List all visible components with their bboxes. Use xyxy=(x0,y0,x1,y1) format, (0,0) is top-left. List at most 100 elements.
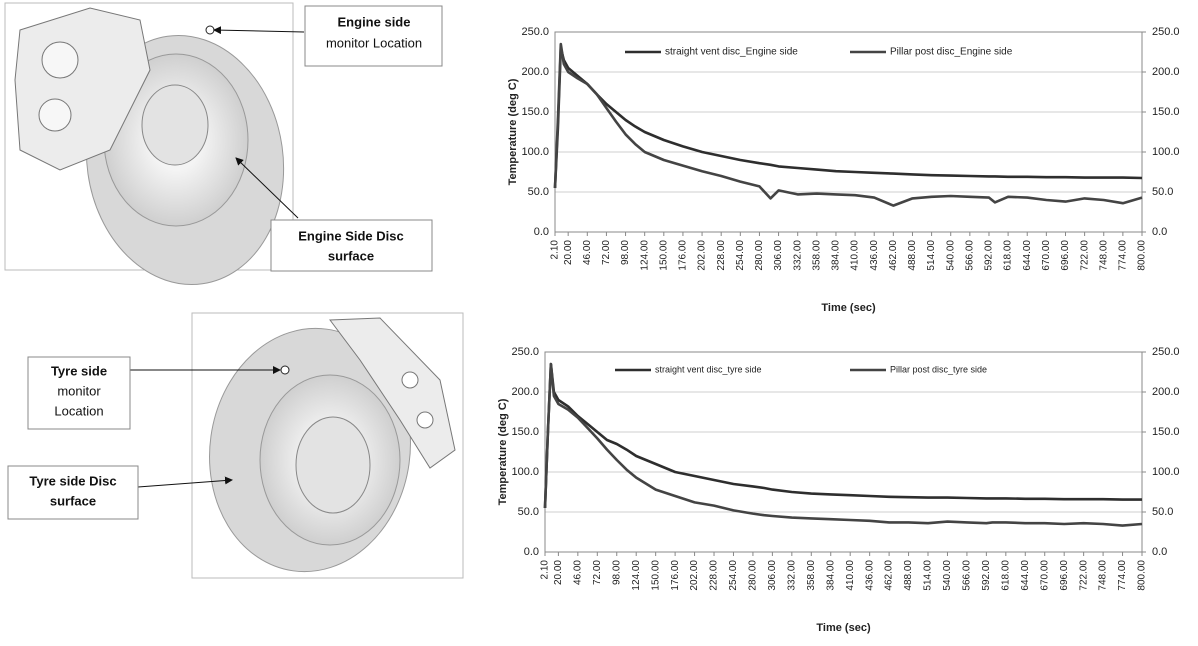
x-tick-label: 98.00 xyxy=(620,240,631,265)
x-tick-label: 748.00 xyxy=(1098,240,1109,271)
y2-tick-label: 50.0 xyxy=(1152,186,1173,198)
x-tick-label: 150.00 xyxy=(658,240,669,271)
x-tick-label: 670.00 xyxy=(1039,560,1050,591)
x-tick-label: 332.00 xyxy=(786,560,797,591)
x-tick-label: 774.00 xyxy=(1118,240,1129,271)
x-tick-label: 306.00 xyxy=(767,560,778,591)
x-tick-label: 306.00 xyxy=(773,240,784,271)
x-tick-label: 2.10 xyxy=(540,560,551,580)
y-tick-label: 50.0 xyxy=(528,186,549,198)
x-tick-label: 176.00 xyxy=(678,240,689,271)
y-tick-label: 200.0 xyxy=(511,386,539,398)
y-tick-label: 250.0 xyxy=(521,26,549,38)
x-tick-label: 566.00 xyxy=(964,240,975,271)
x-tick-label: 124.00 xyxy=(639,240,650,271)
x-tick-label: 150.00 xyxy=(650,560,661,591)
y-tick-label: 0.0 xyxy=(524,546,539,558)
x-tick-label: 748.00 xyxy=(1098,560,1109,591)
y-tick-label: 250.0 xyxy=(511,346,539,358)
plot-frame xyxy=(545,352,1142,552)
x-tick-label: 462.00 xyxy=(888,240,899,271)
x-tick-label: 228.00 xyxy=(709,560,720,591)
tyre-side-illustration xyxy=(8,313,463,585)
x-tick-label: 202.00 xyxy=(697,240,708,271)
x-tick-label: 618.00 xyxy=(1000,560,1011,591)
x-tick-label: 202.00 xyxy=(689,560,700,591)
callout-title: Engine Side Disc xyxy=(298,228,403,243)
y2-tick-label: 200.0 xyxy=(1152,386,1180,398)
x-tick-label: 436.00 xyxy=(864,560,875,591)
x-tick-label: 384.00 xyxy=(825,560,836,591)
x-tick-label: 254.00 xyxy=(735,240,746,271)
callout-text: Location xyxy=(54,403,103,418)
x-tick-label: 20.00 xyxy=(553,560,564,585)
callout-title: surface xyxy=(50,493,96,508)
y2-tick-label: 100.0 xyxy=(1152,466,1180,478)
x-tick-label: 72.00 xyxy=(601,240,612,265)
y-axis-title: Temperature (deg C) xyxy=(497,398,509,505)
y-tick-label: 150.0 xyxy=(521,106,549,118)
callout-title: surface xyxy=(328,248,374,263)
y2-tick-label: 100.0 xyxy=(1152,146,1180,158)
y-axis-title: Temperature (deg C) xyxy=(507,78,519,185)
x-tick-label: 176.00 xyxy=(670,560,681,591)
y-tick-label: 150.0 xyxy=(511,426,539,438)
y2-tick-label: 50.0 xyxy=(1152,506,1173,518)
x-tick-label: 488.00 xyxy=(903,560,914,591)
x-tick-label: 618.00 xyxy=(1003,240,1014,271)
x-tick-label: 2.10 xyxy=(550,240,561,260)
series-line xyxy=(555,44,1142,206)
y-tick-label: 0.0 xyxy=(534,226,549,238)
x-tick-label: 514.00 xyxy=(926,240,937,271)
legend-label: straight vent disc_Engine side xyxy=(665,47,798,58)
x-tick-label: 332.00 xyxy=(792,240,803,271)
x-axis-title: Time (sec) xyxy=(816,622,871,634)
y-tick-label: 100.0 xyxy=(511,466,539,478)
y-tick-label: 200.0 xyxy=(521,66,549,78)
x-tick-label: 46.00 xyxy=(572,560,583,585)
x-tick-label: 644.00 xyxy=(1020,560,1031,591)
x-tick-label: 592.00 xyxy=(984,240,995,271)
x-tick-label: 46.00 xyxy=(582,240,593,265)
x-tick-label: 462.00 xyxy=(884,560,895,591)
x-tick-label: 280.00 xyxy=(754,240,765,271)
x-tick-label: 696.00 xyxy=(1060,240,1071,271)
legend-label: Pillar post disc_Engine side xyxy=(890,47,1013,58)
callout-title: Tyre side Disc xyxy=(29,473,116,488)
series-line xyxy=(555,48,1142,188)
x-tick-label: 644.00 xyxy=(1022,240,1033,271)
x-tick-label: 436.00 xyxy=(869,240,880,271)
callout-text: monitor Location xyxy=(326,35,422,50)
x-tick-label: 722.00 xyxy=(1079,240,1090,271)
x-tick-label: 410.00 xyxy=(850,240,861,271)
x-tick-label: 540.00 xyxy=(942,560,953,591)
x-tick-label: 800.00 xyxy=(1137,240,1148,271)
x-tick-label: 566.00 xyxy=(962,560,973,591)
y2-tick-label: 200.0 xyxy=(1152,66,1180,78)
x-tick-label: 280.00 xyxy=(748,560,759,591)
x-tick-label: 228.00 xyxy=(716,240,727,271)
callout-text: monitor xyxy=(57,383,101,398)
y2-tick-label: 250.0 xyxy=(1152,346,1180,358)
y2-tick-label: 150.0 xyxy=(1152,106,1180,118)
y2-tick-label: 150.0 xyxy=(1152,426,1180,438)
x-tick-label: 358.00 xyxy=(811,240,822,271)
x-tick-label: 488.00 xyxy=(907,240,918,271)
x-tick-label: 670.00 xyxy=(1041,240,1052,271)
x-tick-label: 72.00 xyxy=(592,560,603,585)
x-tick-label: 540.00 xyxy=(945,240,956,271)
x-axis-title: Time (sec) xyxy=(821,302,876,314)
callout-title: Engine side xyxy=(338,14,411,29)
y-tick-label: 100.0 xyxy=(521,146,549,158)
x-tick-label: 800.00 xyxy=(1137,560,1148,591)
callout-title: Tyre side xyxy=(51,363,107,378)
x-tick-label: 384.00 xyxy=(831,240,842,271)
x-tick-label: 774.00 xyxy=(1117,560,1128,591)
x-tick-label: 410.00 xyxy=(845,560,856,591)
x-tick-label: 514.00 xyxy=(923,560,934,591)
x-tick-label: 254.00 xyxy=(728,560,739,591)
x-tick-label: 98.00 xyxy=(611,560,622,585)
y-tick-label: 50.0 xyxy=(518,506,539,518)
x-tick-label: 592.00 xyxy=(981,560,992,591)
x-tick-label: 696.00 xyxy=(1059,560,1070,591)
